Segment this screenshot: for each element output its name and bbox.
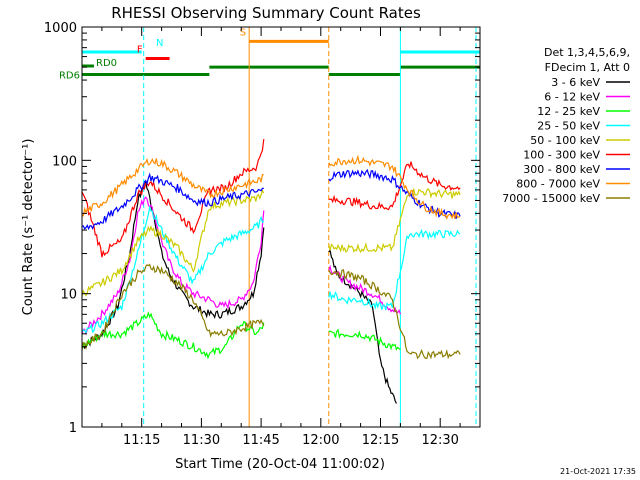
- x-tick-label: 11:15: [123, 433, 160, 448]
- plot-frame: [81, 26, 481, 428]
- flag-bar-label: N: [156, 38, 163, 49]
- series-line: [328, 264, 401, 315]
- y-axis-label: Count Rate (s⁻¹ detector⁻¹): [21, 139, 36, 316]
- x-axis-label: Start Time (20-Oct-04 11:00:02): [175, 457, 385, 472]
- y-axis-ticks: 1 10 100 1000: [44, 21, 480, 436]
- series-line: [328, 154, 461, 220]
- y-tick-label: 1000: [44, 21, 77, 36]
- flag-bar-label: RD6: [59, 71, 80, 82]
- x-axis-ticks: 11:15 11:30 11:45 12:00 12:15 12:30: [81, 27, 481, 448]
- series-line: [328, 328, 401, 351]
- series-line: [328, 228, 461, 311]
- series-line: [82, 205, 265, 334]
- legend-entry: 3 - 6 keV: [551, 76, 600, 89]
- series-line: [328, 161, 461, 211]
- legend-entry: 25 - 50 keV: [537, 120, 600, 133]
- y-tick-label: 1: [69, 421, 77, 436]
- series-line: [328, 168, 461, 219]
- plot-area: N F S RD0 RD6: [59, 27, 480, 427]
- x-tick-label: 12:15: [362, 433, 399, 448]
- legend-entry: 12 - 25 keV: [537, 105, 600, 118]
- flag-bars: N F S RD0 RD6: [59, 27, 480, 82]
- x-tick-label: 12:00: [302, 433, 339, 448]
- series-line: [328, 269, 461, 360]
- series-line: [82, 139, 265, 258]
- series-line: [82, 263, 265, 351]
- legend-entry: 7000 - 15000 keV: [502, 192, 600, 205]
- series-line: [82, 188, 265, 297]
- series-line: [82, 172, 264, 231]
- timestamp: 21-Oct-2021 17:35: [560, 467, 636, 476]
- legend-entry: 50 - 100 keV: [530, 134, 600, 147]
- x-tick-label: 11:45: [242, 433, 279, 448]
- flag-bar-label: F: [137, 45, 143, 56]
- legend-entry: 6 - 12 keV: [544, 91, 600, 104]
- series-line: [82, 196, 265, 336]
- legend-header: Det 1,3,4,5,6,9,: [544, 46, 630, 59]
- chart-title: RHESSI Observing Summary Count Rates: [111, 4, 421, 22]
- flag-bar-label: S: [240, 27, 246, 38]
- x-tick-label: 11:30: [183, 433, 220, 448]
- legend-header: FDecim 1, Att 0: [545, 61, 630, 74]
- series-line: [328, 188, 461, 254]
- series-lines: [82, 139, 461, 404]
- event-vlines: [143, 27, 477, 427]
- legend-entry: 800 - 7000 keV: [516, 178, 600, 191]
- x-tick-label: 12:30: [421, 433, 458, 448]
- legend: Det 1,3,4,5,6,9, FDecim 1, Att 0 3 - 6 keV…: [502, 46, 630, 205]
- y-tick-label: 10: [60, 288, 77, 303]
- series-line: [82, 311, 265, 360]
- series-line: [82, 157, 264, 217]
- series-line: [82, 181, 265, 350]
- flag-bar-label: RD0: [96, 58, 117, 69]
- legend-entry: 300 - 800 keV: [523, 163, 600, 176]
- legend-entry: 100 - 300 keV: [523, 149, 600, 162]
- y-tick-label: 100: [52, 154, 77, 169]
